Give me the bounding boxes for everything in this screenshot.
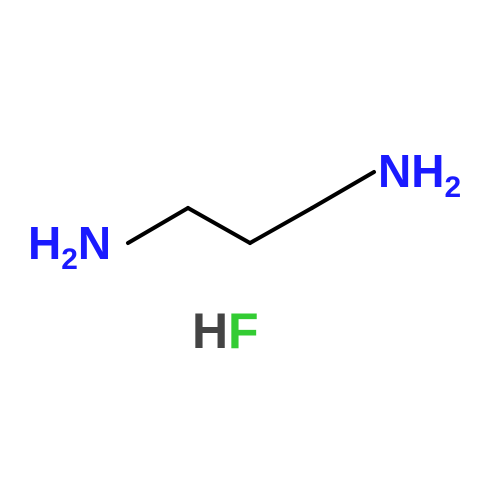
atom-f-label: F xyxy=(228,306,259,356)
bond-2 xyxy=(188,208,250,243)
bond-group xyxy=(128,172,374,243)
atom-n2-label: NH2 xyxy=(378,148,461,194)
atom-n1-label: H2N xyxy=(28,220,111,266)
bond-3 xyxy=(250,208,312,243)
bond-1 xyxy=(128,208,188,243)
bond-4 xyxy=(312,172,374,208)
atom-h-label: H xyxy=(192,306,228,356)
